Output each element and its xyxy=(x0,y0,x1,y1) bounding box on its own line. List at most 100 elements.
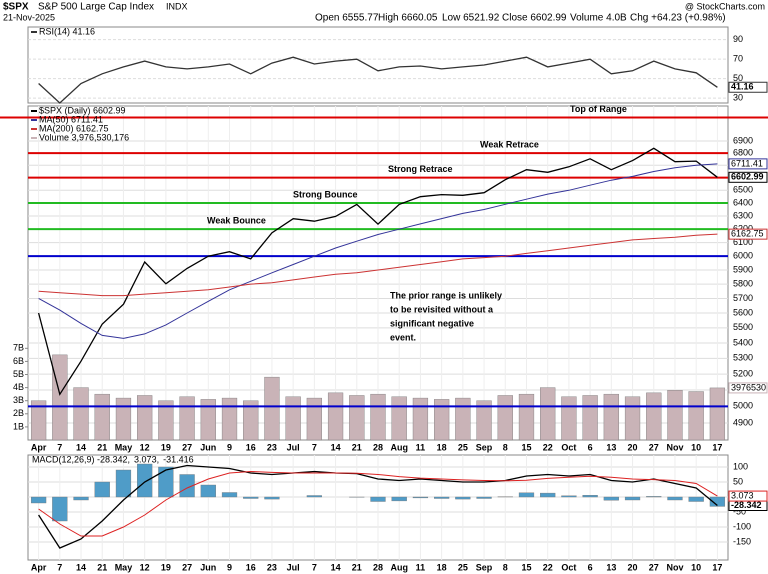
series-line xyxy=(38,233,718,297)
bar xyxy=(646,496,662,498)
level-label: Strong Retrace xyxy=(388,164,453,174)
legend-entry: $SPX (Daily) 6602.99 xyxy=(39,105,126,115)
y-tick-label: 5800 xyxy=(733,278,753,288)
bar xyxy=(455,496,471,500)
bar xyxy=(94,393,110,441)
y-tick-label: 5900 xyxy=(733,264,753,274)
y-tick-label: 50 xyxy=(733,476,743,486)
legend-swatch xyxy=(31,110,37,112)
x-tick-label: 11 xyxy=(416,442,426,452)
legend-entry: MA(50) 6711.41 xyxy=(39,114,103,124)
x-tick-label: Apr xyxy=(31,562,47,572)
x-tick-label: 25 xyxy=(458,562,468,572)
bar xyxy=(306,397,322,441)
x-tick-label: 21 xyxy=(97,442,107,452)
bar xyxy=(30,400,47,441)
bar xyxy=(540,492,556,498)
bar xyxy=(561,396,577,441)
y-tick-label: 5000 xyxy=(733,401,753,411)
legend-entry: 3.073, xyxy=(134,454,159,464)
bar xyxy=(221,492,238,498)
y2-tick-label: 5B xyxy=(13,369,24,379)
x-tick-label: 22 xyxy=(543,442,553,452)
x-tick-label: 18 xyxy=(437,442,447,452)
x-tick-label: 21 xyxy=(352,442,362,452)
x-tick-label: 10 xyxy=(691,562,701,572)
x-tick-label: Jun xyxy=(200,562,216,572)
bar xyxy=(243,400,259,441)
end-label: 41.16 xyxy=(731,82,754,92)
end-label-box xyxy=(728,382,768,394)
y-tick-label: 4900 xyxy=(733,417,753,427)
bar xyxy=(264,496,280,500)
x-tick-label: Jun xyxy=(200,442,216,452)
x-tick-label: 21 xyxy=(97,562,107,572)
x-tick-label: 28 xyxy=(373,562,383,572)
x-tick-label: 23 xyxy=(267,442,277,452)
x-tick-label: Aug xyxy=(390,442,408,452)
y-tick-label: 5600 xyxy=(733,307,753,317)
bar xyxy=(688,496,704,502)
end-label: 3.073 xyxy=(731,490,754,500)
end-label: 6162.75 xyxy=(731,229,764,239)
y-tick-label: 6200 xyxy=(733,224,753,234)
legend-entry: MACD(12,26,9) -28.342, xyxy=(32,454,130,464)
end-label: 6711.41 xyxy=(731,158,763,168)
date: 21-Nov-2025 xyxy=(3,12,55,22)
y-tick-label: 5500 xyxy=(733,322,753,332)
legend-swatch xyxy=(31,31,37,33)
bar xyxy=(327,392,344,441)
x-tick-label: 27 xyxy=(649,442,659,452)
y-tick-label: 30 xyxy=(733,93,743,103)
bar xyxy=(73,496,89,501)
bar xyxy=(370,496,386,502)
y-tick-label: -50 xyxy=(733,506,746,516)
x-tick-label: 14 xyxy=(331,562,341,572)
y-tick-label: 6500 xyxy=(733,185,753,195)
note-line: event. xyxy=(390,332,416,342)
exchange: INDX xyxy=(166,1,188,11)
y2-tick-label: 1B xyxy=(13,421,24,431)
bar xyxy=(518,492,535,498)
x-tick-label: 10 xyxy=(691,442,701,452)
x-tick-label: 21 xyxy=(352,562,362,572)
y-tick-label: 70 xyxy=(733,54,743,64)
x-tick-label: Oct xyxy=(561,562,576,572)
x-tick-label: 18 xyxy=(437,562,447,572)
bar xyxy=(221,397,238,441)
series-line xyxy=(38,470,718,537)
x-tick-label: 9 xyxy=(227,442,232,452)
x-tick-label: 15 xyxy=(521,562,531,572)
y-tick-label: -150 xyxy=(733,536,751,546)
legend-entry: Volume 3,976,530,176 xyxy=(39,132,129,142)
series-line xyxy=(38,163,718,339)
x-tick-label: Sep xyxy=(476,442,493,452)
y-tick-label: 6000 xyxy=(733,251,753,261)
bar xyxy=(30,496,47,504)
x-tick-label: 14 xyxy=(76,562,86,572)
bar xyxy=(709,496,726,507)
bar xyxy=(412,397,429,441)
bar xyxy=(52,496,68,522)
bar xyxy=(412,496,429,499)
y-tick-label: 6800 xyxy=(733,147,753,157)
x-tick-label: Sep xyxy=(476,562,493,572)
legend-entry: MA(200) 6162.75 xyxy=(39,123,109,133)
bar xyxy=(709,387,726,441)
end-label-box xyxy=(728,171,768,183)
x-tick-label: 25 xyxy=(458,442,468,452)
bar xyxy=(518,393,535,441)
x-tick-label: 17 xyxy=(712,562,722,572)
x-tick-label: 16 xyxy=(246,442,256,452)
legend-swatch xyxy=(31,128,37,130)
bar xyxy=(349,395,365,441)
x-tick-label: 27 xyxy=(182,562,192,572)
x-tick-label: 6 xyxy=(588,562,593,572)
bar xyxy=(306,495,322,498)
bar xyxy=(158,400,174,441)
series-line xyxy=(37,147,718,396)
end-label: 6602.99 xyxy=(731,172,764,182)
x-tick-label: 12 xyxy=(140,442,150,452)
end-label-box xyxy=(728,158,768,170)
